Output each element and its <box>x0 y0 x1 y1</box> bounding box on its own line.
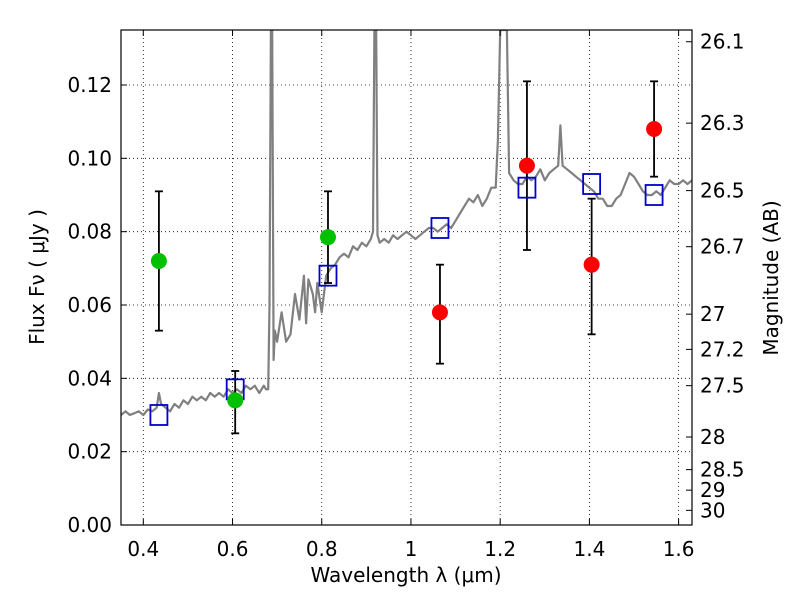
model-photometry-square <box>517 176 537 199</box>
grid-lines <box>121 30 692 526</box>
x-tick-label: 0.6 <box>217 537 249 561</box>
x-axis-label: Wavelength λ (μm) <box>310 563 501 587</box>
x-tick-label: 0.8 <box>306 537 338 561</box>
y-tick-label: 0.08 <box>67 220 112 244</box>
y-tick-label: 0.10 <box>67 146 112 170</box>
y-right-tick-label: 26.3 <box>700 111 745 135</box>
observed-point-green <box>319 229 336 246</box>
model-photometry-square <box>318 264 338 287</box>
x-tick-label: 1.4 <box>573 537 605 561</box>
y-right-tick-label: 28 <box>700 425 725 449</box>
y-tick-label: 0.04 <box>67 366 112 390</box>
model-photometry-square <box>430 217 450 239</box>
y-right-tick-label: 27.2 <box>700 337 745 361</box>
model-spectrum-line <box>121 30 692 417</box>
observed-point-green <box>150 253 167 269</box>
errorbar-layer <box>154 80 659 435</box>
y-right-tick-label: 27.5 <box>700 374 745 398</box>
y-axis-label: Flux Fν ( μJy ) <box>25 209 49 345</box>
x-tick-label: 1 <box>405 537 418 561</box>
spectrum-layer <box>121 30 692 417</box>
y-right-tick-label: 26.5 <box>700 179 745 203</box>
model-photometry-square <box>582 173 602 195</box>
y-right-tick-label: 27 <box>700 302 725 326</box>
observed-photometry-layer <box>150 121 663 409</box>
y-right-tick-label: 26.1 <box>700 30 745 54</box>
plot-frame <box>120 29 693 526</box>
observed-point-red <box>646 121 663 137</box>
model-photometry-layer <box>149 173 664 426</box>
observed-point-green <box>227 392 244 409</box>
y-right-axis-label: Magnitude (AB) <box>759 200 783 355</box>
x-tick-label: 1.6 <box>663 537 695 561</box>
y-tick-label: 0.12 <box>67 73 112 97</box>
y-right-tick-label: 26.7 <box>700 235 745 259</box>
model-photometry-square <box>149 404 169 426</box>
y-tick-label: 0.06 <box>67 293 112 317</box>
model-photometry-square <box>644 184 664 206</box>
observed-point-red <box>518 157 535 174</box>
y-right-tick-label: 29 <box>700 478 725 502</box>
observed-point-red <box>583 256 600 273</box>
y-right-tick-label: 28.5 <box>700 458 745 482</box>
y-right-tick-label: 30 <box>700 498 725 522</box>
y-tick-label: 0.00 <box>67 513 112 537</box>
x-tick-label: 0.4 <box>127 537 159 561</box>
y-tick-label: 0.02 <box>67 440 112 464</box>
observed-point-red <box>431 304 448 321</box>
x-tick-label: 1.2 <box>484 537 516 561</box>
axis-ticks: 0.4 0.6 0.8 1 1.2 1.4 1.6 0.00 0.02 0.04 0.06 0.08 0… <box>67 30 744 561</box>
